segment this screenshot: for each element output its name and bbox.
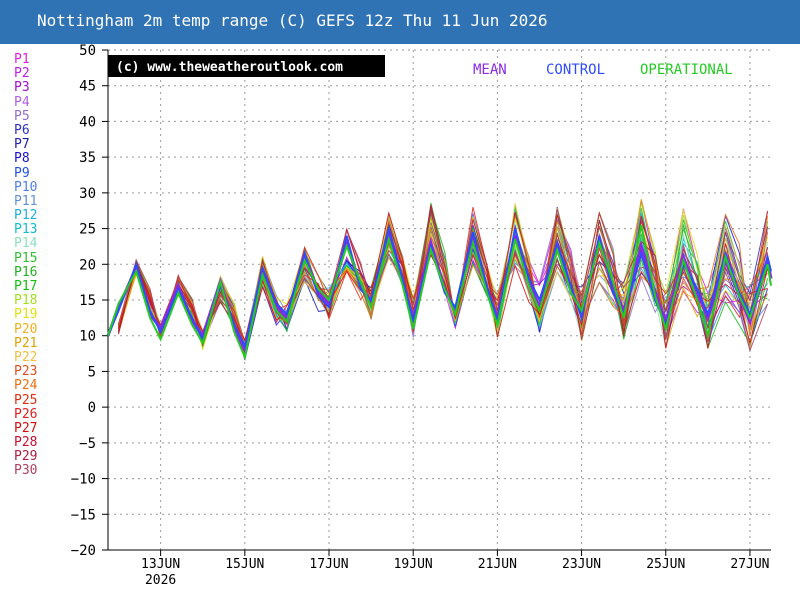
chart-title: Nottingham 2m temp range (C) GEFS 12z Th… — [37, 11, 548, 30]
legend-item-p28: P28 — [14, 435, 38, 451]
series-line-p30 — [118, 208, 769, 352]
y-tick-label: 40 — [79, 114, 96, 130]
series-legend: MEAN CONTROL OPERATIONAL — [473, 62, 733, 78]
x-tick-label: 23JUN — [562, 557, 601, 572]
y-tick-label: 0 — [88, 400, 96, 416]
legend-item-p6: P6 — [14, 122, 30, 138]
x-tick-sublabel: 2026 — [145, 573, 176, 588]
legend-item-p27: P27 — [14, 420, 38, 436]
legend-item-p4: P4 — [14, 94, 30, 110]
y-tick-label: 25 — [79, 222, 96, 238]
legend-item-p19: P19 — [14, 307, 38, 323]
legend-item-p17: P17 — [14, 279, 38, 294]
legend-item-p26: P26 — [14, 406, 38, 422]
legend-mean: MEAN — [473, 62, 507, 78]
legend-item-p11: P11 — [14, 193, 38, 209]
member-legend: P1 P2 P3 P4 P5 P6 P7 P8 P9 P10 P11 P12 P13 P14 P15 P16 P… — [14, 52, 38, 479]
legend-item-p5: P5 — [14, 108, 30, 124]
legend-item-p14: P14 — [14, 236, 38, 252]
y-tick-label: 45 — [79, 79, 96, 95]
copyright-text: (c) www.theweatheroutlook.com — [116, 60, 343, 75]
legend-item-p2: P2 — [14, 66, 30, 82]
legend-item-p3: P3 — [14, 80, 30, 96]
legend-item-p16: P16 — [14, 264, 38, 280]
legend-item-p30: P30 — [14, 463, 38, 479]
legend-item-p9: P9 — [14, 165, 30, 181]
y-tick-label: 5 — [88, 364, 96, 380]
legend-item-p25: P25 — [14, 392, 38, 408]
legend-operational: OPERATIONAL — [640, 62, 733, 78]
y-tick-label: 35 — [79, 150, 96, 166]
x-tick-label: 15JUN — [225, 557, 264, 572]
y-tick-label: 20 — [79, 257, 96, 273]
y-tick-label: −10 — [71, 472, 96, 488]
y-tick-label: −5 — [79, 436, 96, 452]
title-bar: Nottingham 2m temp range (C) GEFS 12z Th… — [0, 0, 800, 44]
series-line-operational — [107, 224, 772, 361]
y-tick-label: −15 — [71, 507, 96, 523]
x-tick-label: 17JUN — [309, 557, 348, 572]
legend-item-p8: P8 — [14, 151, 30, 167]
highlighted-series — [106, 224, 773, 361]
legend-item-p13: P13 — [14, 222, 38, 238]
legend-item-p21: P21 — [14, 335, 38, 351]
legend-item-p18: P18 — [14, 293, 38, 309]
legend-item-p12: P12 — [14, 208, 38, 224]
legend-item-p20: P20 — [14, 321, 38, 337]
legend-item-p23: P23 — [14, 364, 38, 380]
legend-item-p22: P22 — [14, 349, 38, 365]
x-tick-label: 19JUN — [394, 557, 433, 572]
x-tick-label: 21JUN — [478, 557, 517, 572]
copyright-box — [108, 55, 385, 77]
legend-item-p1: P1 — [14, 52, 30, 67]
y-tick-label: −20 — [71, 543, 96, 559]
x-tick-label: 13JUN — [141, 557, 180, 572]
legend-item-p10: P10 — [14, 179, 38, 195]
y-tick-label: 30 — [79, 186, 96, 202]
x-tick-label: 25JUN — [646, 557, 685, 572]
y-tick-label: 50 — [79, 43, 96, 59]
y-tick-label: 10 — [79, 329, 96, 345]
copyright-banner: (c) www.theweatheroutlook.com — [108, 55, 385, 77]
legend-control: CONTROL — [546, 62, 605, 78]
legend-item-p15: P15 — [14, 250, 38, 266]
legend-item-p29: P29 — [14, 449, 38, 465]
chart-grid — [108, 49, 771, 550]
legend-item-p24: P24 — [14, 378, 38, 394]
legend-item-p7: P7 — [14, 137, 30, 153]
y-tick-label: 15 — [79, 293, 96, 309]
x-tick-label: 27JUN — [730, 557, 769, 572]
